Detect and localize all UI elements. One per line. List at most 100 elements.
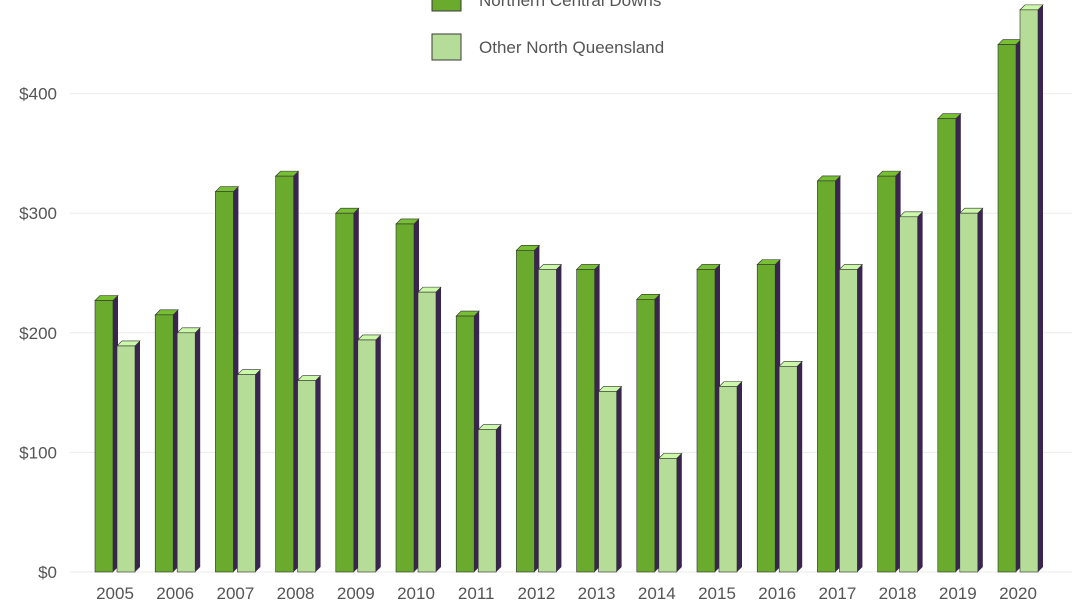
bars <box>94 4 1044 573</box>
bar-front <box>335 212 355 573</box>
bar-other-north-queensland-2011 <box>477 424 502 573</box>
bar-front <box>477 429 497 573</box>
bar-northern-central-downs-2017 <box>816 175 842 573</box>
legend-swatch-northern-central-downs <box>431 0 462 12</box>
bar-northern-central-downs-2016 <box>756 259 781 573</box>
bar-front <box>598 391 617 573</box>
bar-side <box>737 381 742 572</box>
bar-other-north-queensland-2014 <box>658 453 683 573</box>
legend: Northern Central Downs Other North Queen… <box>431 0 664 61</box>
x-axis-ticks: 2005 2006 2007 2008 2009 2010 2011 2012 2013 2014… <box>96 584 1037 600</box>
bar-side <box>616 386 622 572</box>
y-tick-label: $200 <box>19 324 57 343</box>
bar-front <box>94 300 114 573</box>
bar-side <box>496 424 502 572</box>
bar-northern-central-downs-2014 <box>636 294 661 573</box>
bar-other-north-queensland-2019 <box>959 207 984 573</box>
bar-front <box>658 458 678 573</box>
bar-side <box>797 361 803 572</box>
bar-side <box>315 375 321 572</box>
bar-side <box>195 327 201 572</box>
x-tick-label: 2012 <box>517 584 555 600</box>
bar-northern-central-downs-2018 <box>876 170 902 573</box>
bar-front <box>154 314 174 573</box>
bar-front <box>718 386 738 573</box>
bar-northern-central-downs-2013 <box>575 264 601 573</box>
x-tick-label: 2008 <box>277 584 315 600</box>
bar-front <box>357 339 377 573</box>
x-tick-label: 2009 <box>337 584 375 600</box>
bar-northern-central-downs-2008 <box>274 170 300 573</box>
bar-front <box>636 299 656 573</box>
bar-other-north-queensland-2015 <box>718 381 743 573</box>
bar-other-north-queensland-2007 <box>236 369 262 573</box>
x-tick-label: 2019 <box>939 584 977 600</box>
bar-front <box>877 175 896 573</box>
bar-front <box>215 191 234 573</box>
bar-front <box>817 180 836 573</box>
bar-front <box>899 216 918 573</box>
bar-front <box>756 264 776 573</box>
bar-northern-central-downs-2006 <box>154 309 179 573</box>
x-tick-label: 2014 <box>638 584 676 600</box>
x-tick-label: 2007 <box>216 584 254 600</box>
x-tick-label: 2006 <box>156 584 194 600</box>
bar-front <box>417 291 437 573</box>
bar-front <box>538 269 557 573</box>
x-tick-label: 2005 <box>96 584 134 600</box>
bar-front <box>576 269 595 573</box>
bar-northern-central-downs-2005 <box>94 295 119 573</box>
y-axis-ticks: $0 $100 $200 $300 $400 <box>19 85 57 582</box>
bar-other-north-queensland-2018 <box>898 211 924 573</box>
bar-side <box>255 369 261 572</box>
x-tick-label: 2015 <box>698 584 736 600</box>
legend-swatch-other-north-queensland <box>431 33 462 61</box>
bar-front <box>997 44 1017 573</box>
bar-side <box>436 287 441 572</box>
bar-front <box>116 345 136 573</box>
bar-other-north-queensland-2005 <box>116 340 141 573</box>
legend-label-other-north-queensland: Other North Queensland <box>479 38 664 57</box>
bar-northern-central-downs-2015 <box>696 264 721 573</box>
bar-front <box>395 223 415 573</box>
x-tick-label: 2017 <box>818 584 856 600</box>
bar-northern-central-downs-2007 <box>214 186 240 573</box>
bar-northern-central-downs-2019 <box>937 113 962 573</box>
bar-side <box>977 208 983 572</box>
y-tick-label: $400 <box>19 85 57 104</box>
legend-label-northern-central-downs: Northern Central Downs <box>479 0 661 10</box>
bar-front <box>275 175 294 573</box>
bar-side <box>857 264 863 572</box>
bar-front <box>937 118 957 573</box>
bar-front <box>839 269 858 573</box>
y-tick-label: $100 <box>19 443 57 462</box>
bar-front <box>778 365 798 573</box>
bar-front <box>237 374 256 573</box>
bar-front <box>1019 9 1039 573</box>
bar-other-north-queensland-2013 <box>597 386 623 573</box>
bar-other-north-queensland-2020 <box>1019 4 1044 573</box>
bar-front <box>959 212 979 573</box>
bar-other-north-queensland-2006 <box>176 327 201 573</box>
bar-northern-central-downs-2020 <box>997 39 1022 573</box>
bar-side <box>375 334 381 572</box>
y-tick-label: $300 <box>19 204 57 223</box>
bar-other-north-queensland-2010 <box>417 286 442 573</box>
bar-northern-central-downs-2011 <box>455 310 480 573</box>
bar-other-north-queensland-2009 <box>357 334 382 573</box>
x-tick-label: 2018 <box>879 584 917 600</box>
bar-other-north-queensland-2016 <box>778 360 803 573</box>
bar-front <box>516 249 535 573</box>
x-tick-label: 2013 <box>578 584 616 600</box>
x-tick-label: 2011 <box>458 584 495 600</box>
bar-side <box>917 211 923 572</box>
bar-northern-central-downs-2009 <box>335 207 360 573</box>
bar-side <box>135 340 140 572</box>
bar-front <box>696 269 716 573</box>
x-tick-label: 2010 <box>397 584 435 600</box>
x-tick-label: 2016 <box>758 584 796 600</box>
bar-other-north-queensland-2012 <box>537 264 563 573</box>
y-tick-label: $0 <box>38 563 57 582</box>
bar-other-north-queensland-2008 <box>296 375 322 573</box>
